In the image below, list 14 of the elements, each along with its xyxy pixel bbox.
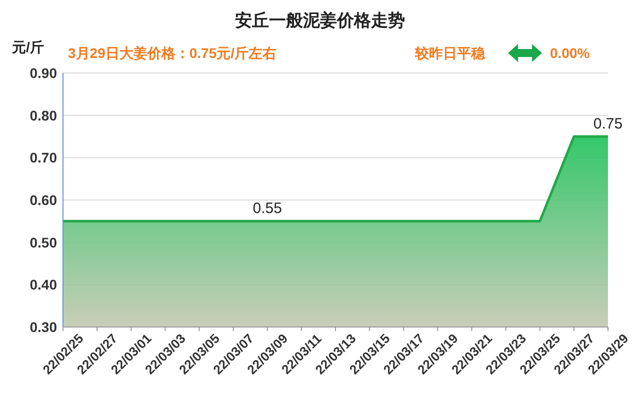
chart-title: 安丘一般泥姜价格走势 bbox=[235, 10, 405, 30]
y-tick-label: 0.80 bbox=[30, 107, 58, 124]
y-tick-label: 0.60 bbox=[30, 192, 58, 208]
text: 3月29日大姜价格：0.75元/斤左右 bbox=[68, 45, 276, 61]
text: 较昨日平稳 bbox=[414, 45, 486, 61]
y-axis-title: 元/斤 bbox=[11, 39, 44, 55]
annotation: 0.55 bbox=[252, 200, 282, 218]
y-tick-label: 0.70 bbox=[30, 150, 58, 166]
y-tick-label: 0.40 bbox=[30, 276, 58, 293]
y-tick-label: 0.90 bbox=[30, 65, 58, 81]
annotation: 0.75 bbox=[593, 116, 623, 132]
text: 0.00% bbox=[550, 45, 590, 61]
y-tick-label: 0.30 bbox=[30, 319, 58, 335]
y-tick-label: 0.50 bbox=[30, 234, 58, 250]
